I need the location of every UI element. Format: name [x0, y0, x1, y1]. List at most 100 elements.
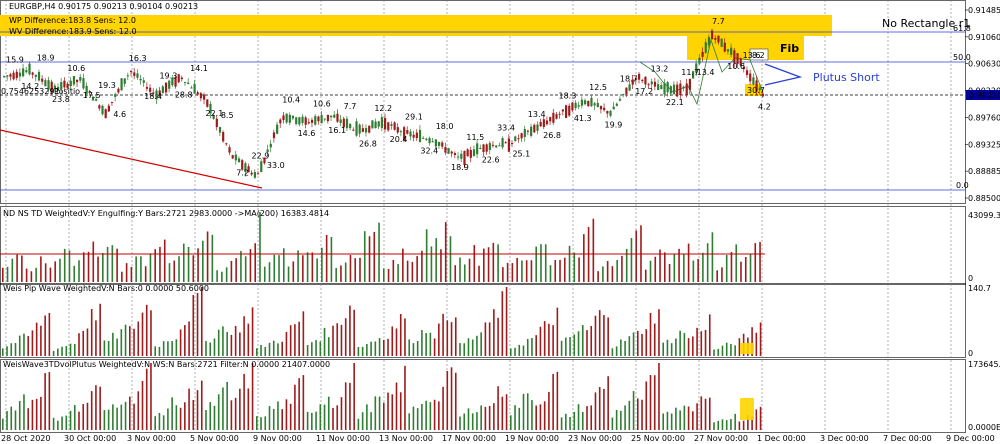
- histogram-bar: [645, 329, 648, 356]
- histogram-bar: [254, 243, 257, 282]
- histogram-bar: [632, 391, 635, 430]
- histogram-bar: [658, 363, 660, 430]
- histogram-bar: [421, 330, 423, 356]
- histogram-bar: [483, 248, 485, 282]
- histogram-bar: [31, 330, 34, 356]
- candle-body: [126, 75, 130, 77]
- histogram-bar: [530, 260, 533, 282]
- pip-wave-panel[interactable]: [2, 287, 762, 356]
- histogram-bar: [454, 317, 457, 356]
- candle-body: [364, 128, 368, 133]
- candle-body: [406, 130, 409, 134]
- histogram-bar: [196, 292, 199, 356]
- histogram-bar: [416, 256, 418, 282]
- candle-body: [542, 119, 545, 127]
- histogram-bar: [578, 257, 580, 282]
- histogram-bar: [560, 417, 563, 430]
- histogram-bar: [99, 303, 101, 356]
- candle-body: [244, 163, 247, 172]
- histogram-bar: [446, 320, 449, 356]
- candle-body: [660, 85, 663, 90]
- value-box: [745, 84, 762, 96]
- histogram-bar: [440, 249, 442, 282]
- histogram-bar: [378, 222, 380, 282]
- candle-body: [53, 85, 56, 90]
- candle-body: [320, 114, 323, 124]
- candle-body: [707, 37, 711, 46]
- histogram-bar: [518, 344, 521, 356]
- histogram-bar: [154, 346, 156, 356]
- wave-label: 11.7: [681, 68, 699, 77]
- histogram-bar: [569, 417, 571, 430]
- histogram-bar: [162, 341, 165, 356]
- histogram-bar: [700, 396, 703, 430]
- candle-body: [625, 87, 628, 95]
- candle-body: [50, 81, 53, 93]
- histogram-bar: [450, 322, 453, 356]
- histogram-bar: [759, 241, 761, 282]
- histogram-bar: [209, 342, 212, 356]
- candle-body: [234, 154, 237, 161]
- histogram-bar: [40, 256, 42, 282]
- weis-wave-panel[interactable]: [2, 363, 762, 430]
- histogram-bar: [734, 345, 736, 356]
- histogram-bar: [590, 405, 593, 430]
- candle-body: [326, 114, 330, 122]
- candle-body: [209, 104, 212, 114]
- histogram-bar: [259, 211, 261, 282]
- candle-body: [260, 161, 263, 173]
- histogram-bar: [433, 399, 436, 430]
- histogram-bar: [535, 246, 537, 282]
- price-panel[interactable]: 15.914.218.923.810.617.519.34.616.318.41…: [0, 2, 971, 191]
- histogram-bar: [124, 324, 127, 356]
- histogram-bar: [706, 243, 709, 282]
- candle-body: [203, 94, 206, 100]
- histogram-bar: [526, 393, 529, 430]
- histogram-bar: [476, 335, 478, 356]
- histogram-bar: [435, 238, 437, 282]
- histogram-bar: [675, 338, 677, 356]
- candle-body: [463, 150, 466, 165]
- histogram-bar: [378, 396, 381, 430]
- candle-body: [199, 93, 203, 99]
- histogram-bar: [735, 244, 738, 282]
- histogram-bar: [587, 227, 590, 282]
- histogram-bar: [116, 338, 118, 356]
- histogram-bar: [239, 332, 241, 356]
- histogram-bar: [57, 420, 59, 430]
- volume-panel[interactable]: [2, 211, 761, 282]
- candle-body: [171, 77, 174, 86]
- wave-label: 18.9: [451, 163, 469, 172]
- histogram-bar: [184, 325, 186, 356]
- histogram-bar: [213, 405, 216, 430]
- histogram-bar: [277, 343, 279, 356]
- time-axis-label: 3 Nov 00:00: [127, 434, 176, 443]
- histogram-bar: [725, 255, 728, 282]
- histogram-bar: [649, 312, 652, 356]
- histogram-bar: [687, 243, 690, 282]
- histogram-bar: [747, 414, 749, 430]
- histogram-bar: [716, 270, 718, 282]
- candle-body: [663, 82, 666, 95]
- histogram-bar: [145, 304, 148, 356]
- trend-line[interactable]: [0, 129, 263, 189]
- histogram-bar: [294, 384, 296, 430]
- candle-body: [622, 94, 625, 96]
- histogram-bar: [2, 348, 4, 356]
- candle-body: [31, 72, 34, 75]
- histogram-bar: [158, 346, 161, 356]
- candle-body: [161, 86, 164, 94]
- histogram-bar: [202, 240, 204, 282]
- histogram-bar: [673, 254, 676, 282]
- histogram-bar: [387, 268, 390, 282]
- histogram-bar: [511, 263, 514, 282]
- candle-body: [368, 125, 371, 133]
- histogram-bar: [69, 410, 72, 430]
- histogram-bar: [92, 241, 95, 282]
- histogram-bar: [178, 256, 180, 282]
- histogram-bar: [54, 261, 56, 282]
- histogram-bar: [373, 231, 376, 282]
- histogram-bar: [602, 266, 604, 282]
- wave-label: 20.4: [390, 135, 408, 144]
